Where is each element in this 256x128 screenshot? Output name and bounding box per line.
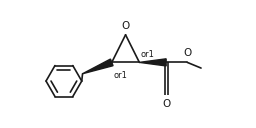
Text: O: O	[162, 99, 170, 109]
Polygon shape	[139, 59, 166, 66]
Text: O: O	[121, 21, 130, 31]
Polygon shape	[82, 59, 113, 74]
Text: O: O	[183, 48, 191, 58]
Text: or1: or1	[141, 50, 155, 59]
Text: or1: or1	[113, 71, 127, 80]
